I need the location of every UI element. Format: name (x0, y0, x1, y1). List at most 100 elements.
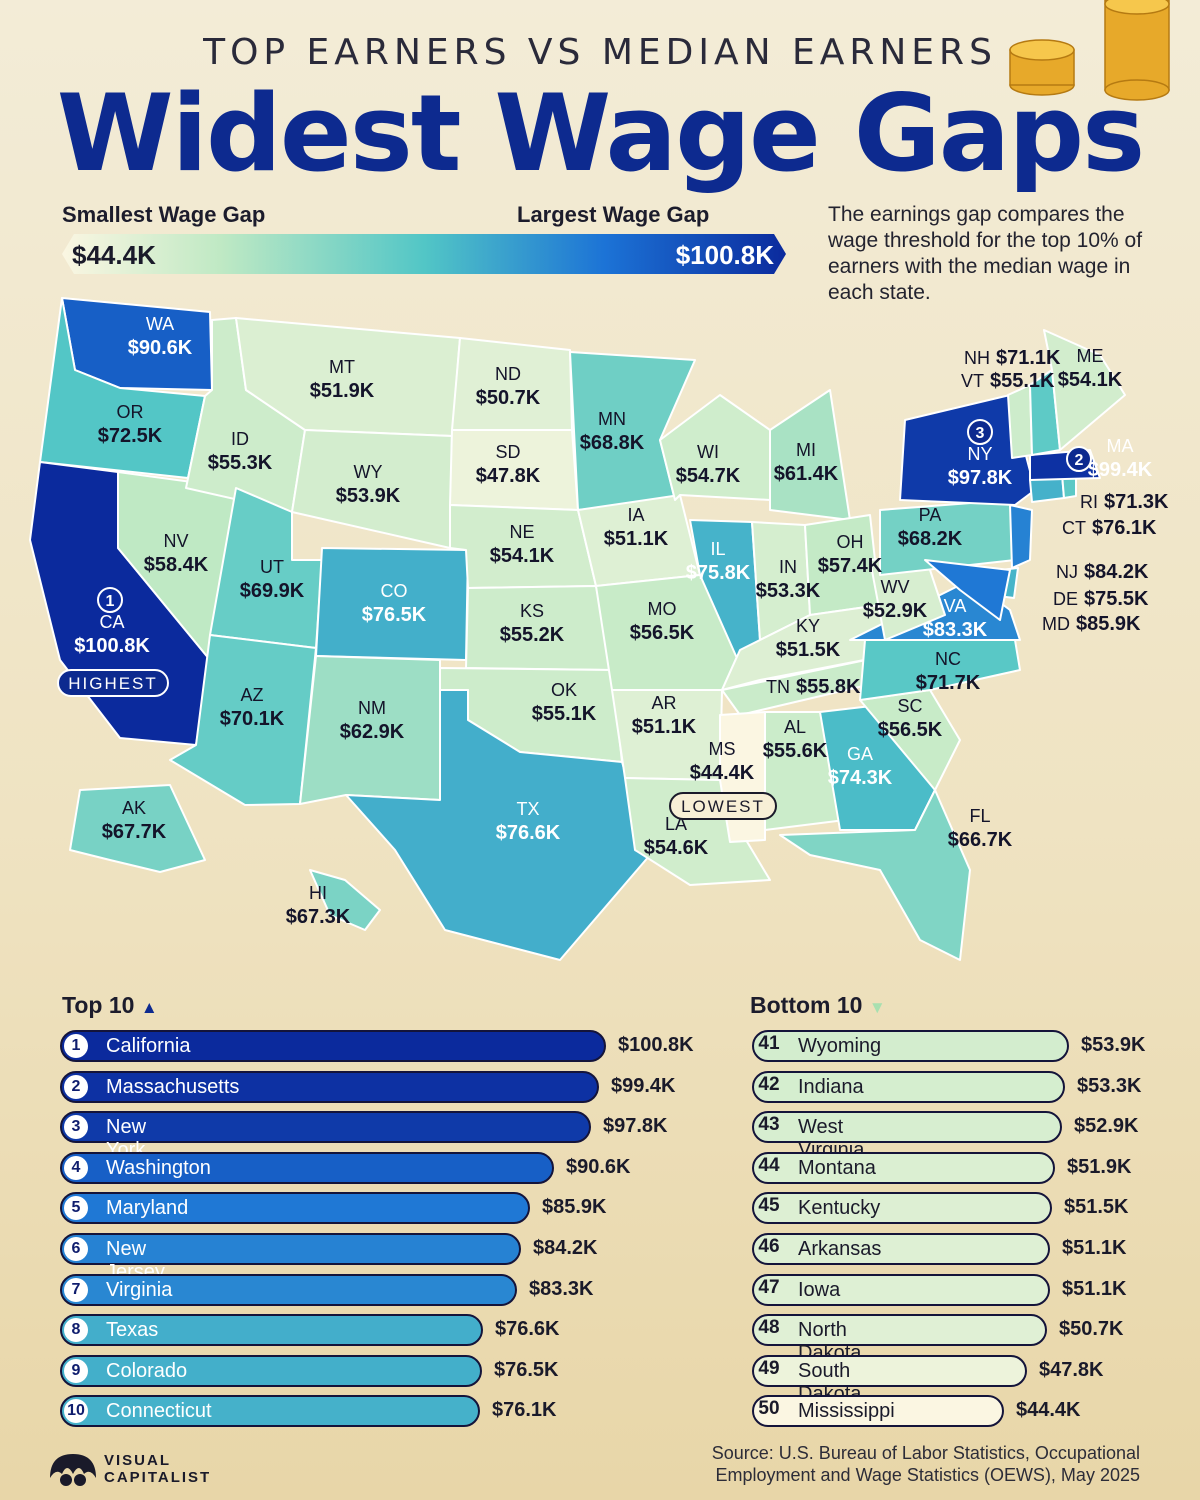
state-value-mt: $51.9K (310, 380, 375, 402)
state-value-mn: $68.8K (580, 432, 645, 454)
state-label-ma: MA (1107, 436, 1134, 456)
state-value-nc: $71.7K (916, 672, 981, 694)
state-label-wa: WA (146, 314, 174, 334)
legend-max-value: $100.8K (675, 240, 774, 270)
bottom10-bar (752, 1354, 1027, 1387)
state-label-mn: MN (598, 409, 626, 429)
top10-value: $76.6K (495, 1318, 560, 1341)
state-label-sc: SC (897, 696, 922, 716)
source-note: Source: U.S. Bureau of Labor Statistics,… (711, 1443, 1140, 1485)
state-label-nv: NV (163, 531, 188, 551)
state-label-nd: ND (495, 364, 521, 384)
state-value-wy: $53.9K (336, 485, 401, 507)
top10-state-name: Colorado (106, 1359, 188, 1382)
state-label-ky: KY (796, 616, 820, 636)
state-label-ak: AK (122, 798, 146, 818)
state-value-id: $55.3K (208, 452, 273, 474)
state-value-ar: $51.1K (632, 716, 697, 738)
bottom10-state-name: Montana (798, 1156, 876, 1179)
state-value-ri: $71.3K (1104, 491, 1169, 513)
bottom10-rank: 49 (758, 1357, 780, 1379)
state-value-il: $75.8K (686, 562, 751, 584)
state-label-ok: OK (551, 680, 577, 700)
state-value-in: $53.3K (756, 580, 821, 602)
state-label-pa: PA (919, 505, 942, 525)
top10-state-name: Maryland (106, 1197, 189, 1220)
state-value-sd: $47.8K (476, 465, 541, 487)
bottom10-state-name: Iowa (798, 1278, 841, 1301)
state-value-sc: $56.5K (878, 719, 943, 741)
bottom10-bar (752, 1111, 1062, 1144)
state-value-wv: $52.9K (863, 600, 928, 622)
top10-value: $97.8K (603, 1115, 668, 1138)
bottom10-rank: 45 (758, 1195, 780, 1217)
state-label-in: IN (779, 557, 797, 577)
top10-state-name: Connecticut (106, 1400, 212, 1423)
top10-state-name: Texas (106, 1319, 159, 1342)
top10-value: $76.1K (492, 1399, 557, 1422)
rank-marker-2 (1066, 446, 1092, 472)
top10-rank: 10 (64, 1399, 88, 1424)
top10-value: $84.2K (533, 1237, 598, 1259)
state-value-wi: $54.7K (676, 465, 741, 487)
top10-state-name: Washington (106, 1156, 211, 1179)
state-value-ak: $67.7K (102, 821, 167, 843)
state-label-nj: NJ (1056, 562, 1078, 582)
brand-name: VISUAL CAPITALIST (104, 1452, 212, 1486)
bottom10-state-name: Arkansas (798, 1238, 882, 1260)
state-nj (1009, 504, 1033, 569)
rank-marker-1 (97, 587, 123, 613)
legend-max-label: Largest Wage Gap (517, 202, 710, 227)
top10-state-name: California (106, 1035, 191, 1057)
page-title: Widest Wage Gaps (56, 72, 1146, 195)
rank-marker-label-2: 2 (1075, 452, 1084, 469)
state-value-nv: $58.4K (144, 554, 209, 576)
state-label-tx: TX (516, 799, 539, 819)
bottom10-bar (752, 1395, 1004, 1428)
bottom10-value: $51.5K (1064, 1196, 1129, 1219)
lowest-badge (669, 792, 777, 820)
state-value-me: $54.1K (1058, 369, 1123, 391)
state-label-wy: WY (354, 462, 383, 482)
state-label-va: VA (944, 596, 967, 616)
top10-rank: 8 (64, 1318, 88, 1343)
top10-bar (60, 1151, 554, 1184)
state-value-tx: $76.6K (496, 822, 561, 844)
lowest-badge-text: LOWEST (681, 797, 765, 816)
top10-rank: 2 (64, 1074, 88, 1099)
top10-value: $83.3K (529, 1277, 594, 1300)
bottom10-heading: Bottom 10 ▼ (750, 992, 886, 1018)
state-label-ga: GA (847, 744, 873, 764)
bottom10-bar (752, 1070, 1065, 1103)
state-label-me: ME (1077, 346, 1104, 366)
state-value-ne: $54.1K (490, 545, 555, 567)
state-value-al: $55.6K (763, 740, 828, 762)
state-ny (899, 394, 1036, 506)
state-label-oh: OH (837, 532, 864, 552)
state-label-nm: NM (358, 698, 386, 718)
top10-bar (60, 1233, 521, 1265)
bottom10-bar (752, 1030, 1069, 1062)
bottom10-rank: 46 (758, 1236, 780, 1257)
legend-min-label: Smallest Wage Gap (62, 202, 266, 227)
state-label-vt: VT (961, 371, 984, 391)
state-label-sd: SD (495, 442, 520, 462)
top10-rank: 9 (64, 1358, 88, 1383)
state-tx (345, 689, 651, 961)
state-label-ri: RI (1080, 492, 1098, 512)
state-label-ar: AR (651, 693, 676, 713)
state-value-co: $76.5K (362, 604, 427, 626)
bottom10-bar (752, 1192, 1052, 1225)
top10-value: $100.8K (618, 1034, 694, 1056)
state-label-ct: CT (1062, 518, 1086, 538)
state-label-ut: UT (260, 557, 284, 577)
state-value-ia: $51.1K (604, 528, 669, 550)
state-value-ma: $99.4K (1088, 459, 1153, 481)
state-value-va: $83.3K (923, 619, 988, 641)
top10-heading: Top 10 ▲ (62, 992, 158, 1018)
state-label-id: ID (231, 429, 249, 449)
top10-bar (60, 1314, 483, 1347)
top10-rank: 1 (64, 1034, 88, 1058)
state-label-ny: NY (967, 444, 992, 464)
highest-badge (57, 669, 169, 697)
